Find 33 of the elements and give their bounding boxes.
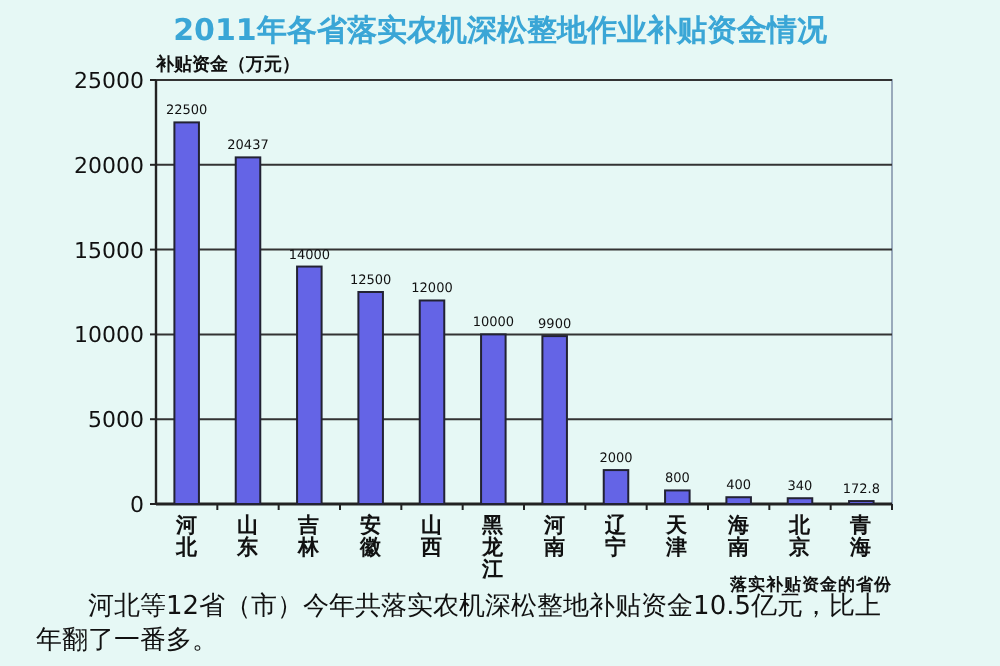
x-tick-label: 安徽	[357, 512, 384, 560]
y-tick-label: 25000	[74, 68, 144, 94]
bar	[296, 265, 323, 505]
bar	[173, 121, 200, 505]
bar	[786, 497, 814, 505]
bar	[234, 156, 262, 505]
chart-title: 2011年各省落实农机深松整地作业补贴资金情况	[173, 12, 829, 48]
x-tick-label: 山西	[419, 512, 443, 560]
x-axis-title: 落实补贴资金的省份	[728, 574, 894, 596]
x-tick-label: 辽宁	[603, 512, 629, 560]
bar	[541, 335, 568, 505]
y-tick-label: 5000	[88, 407, 144, 434]
bar	[418, 299, 446, 505]
y-tick-label: 15000	[74, 237, 144, 264]
x-tick-label: 黑龙江	[480, 514, 507, 582]
bar	[725, 496, 752, 505]
x-tick-label: 吉林	[296, 512, 323, 560]
x-tick-label: 北京	[787, 512, 813, 560]
bar	[357, 291, 384, 505]
x-tick-label: 河北	[173, 512, 200, 560]
x-tick-label: 河南	[541, 512, 566, 560]
y-tick-label: 20000	[74, 152, 144, 179]
bar	[602, 469, 630, 505]
text: 河北等12省（市）今年共落实农机深松整地补贴资金10.5亿元，比上年翻了一番多。	[36, 592, 881, 658]
bar	[664, 489, 691, 505]
bar	[480, 333, 507, 505]
y-tick-label: 0	[130, 492, 144, 518]
y-tick-label: 10000	[74, 322, 144, 349]
x-tick-label: 山东	[235, 512, 259, 560]
x-tick-label: 海南	[725, 512, 750, 560]
x-tick-label: 青海	[848, 512, 873, 560]
y-axis-title: 补贴资金（万元）	[154, 54, 300, 76]
x-tick-label: 天津	[664, 514, 689, 560]
